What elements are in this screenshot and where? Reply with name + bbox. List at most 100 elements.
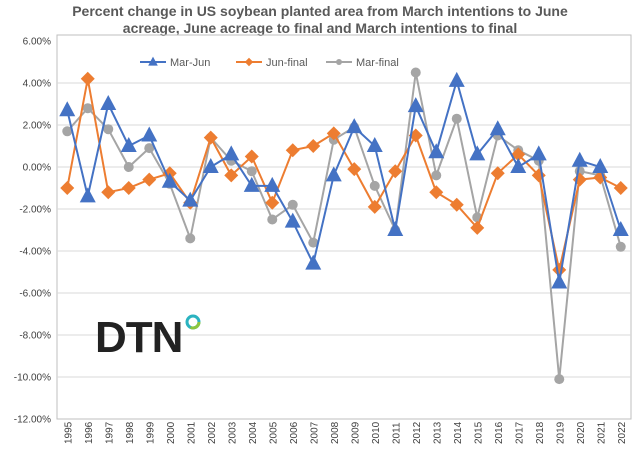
y-tick-label: -12.00% [14,415,51,426]
data-point [243,176,260,192]
legend-item: Jun-final [236,57,308,69]
data-point [428,143,445,159]
series-mar-final [62,67,626,385]
x-tick-label: 2019 [555,421,566,444]
data-point [141,126,158,142]
data-point [346,118,363,134]
data-point [366,137,383,152]
x-tick-label: 1997 [104,421,115,444]
y-tick-label: 6.00% [23,37,51,48]
data-point [142,172,157,187]
series-mar-jun [59,71,629,289]
data-point [224,168,239,183]
legend-item: Mar-final [326,57,399,69]
data-point [287,199,298,210]
y-tick-label: -2.00% [19,205,51,216]
x-tick-label: 2003 [227,421,238,444]
y-tick-label: 2.00% [23,121,51,132]
data-point [347,162,362,177]
data-point [448,71,465,87]
x-tick-label: 2007 [309,421,320,444]
x-tick-label: 2012 [412,421,423,444]
data-point [246,166,257,177]
data-point [326,126,341,141]
data-point [510,158,527,173]
dtn-logo: DTN [95,313,201,362]
data-point [144,143,155,154]
data-point [489,120,506,136]
data-point [308,237,319,248]
data-point [431,170,442,181]
data-point [387,221,404,236]
x-tick-label: 1999 [145,421,156,444]
data-point [120,137,137,152]
x-tick-label: 2017 [514,421,525,444]
data-point [123,162,134,172]
data-point [60,181,75,195]
x-tick-label: 2004 [248,421,259,444]
x-tick-label: 2005 [268,421,279,444]
y-tick-label: 4.00% [23,79,51,90]
data-point [79,187,96,203]
y-tick-label: -8.00% [19,331,51,342]
data-point [100,95,117,110]
data-point [267,214,278,225]
legend-marker-icon [148,56,158,66]
data-point [449,197,464,212]
data-point [571,151,588,167]
data-point [490,166,505,181]
x-tick-label: 1998 [125,421,136,444]
chart-title-line2: acreage, June acreage to final and March… [123,20,517,36]
x-tick-label: 2015 [473,421,484,444]
legend-marker-icon [336,59,342,65]
data-point [615,241,626,252]
x-tick-label: 2014 [453,421,464,444]
data-point [202,158,219,173]
data-point [203,130,218,145]
data-point [592,158,609,173]
data-point [284,212,301,228]
y-tick-label: -4.00% [19,247,51,258]
data-point [285,143,300,158]
series-line [66,72,622,380]
x-tick-label: 2022 [617,421,628,444]
x-tick-label: 2016 [494,421,505,444]
legend-item: Mar-Jun [140,56,210,69]
data-point [612,221,629,236]
x-tick-label: 2020 [576,421,587,444]
data-point [62,126,73,137]
x-tick-label: 2018 [535,421,546,444]
x-tick-label: 1996 [84,421,95,444]
data-point [530,145,547,161]
x-tick-label: 2000 [166,421,177,444]
data-point [161,172,178,188]
x-tick-label: 2010 [371,421,382,444]
data-point [80,71,95,86]
series-line [66,77,622,283]
data-point [551,273,568,289]
data-point [407,97,424,113]
data-point [306,139,321,153]
data-point [511,147,526,162]
data-point [367,199,382,214]
legend-label: Jun-final [266,57,308,69]
plot-area [56,34,632,420]
data-point [185,233,196,244]
data-point [554,374,565,385]
x-tick-label: 2008 [330,421,341,444]
data-point [59,101,76,117]
data-point [593,170,608,185]
data-point [388,164,403,179]
y-tick-label: 0.00% [23,163,51,174]
legend-label: Mar-final [356,57,399,69]
data-point [369,180,380,191]
legend-label: Mar-Jun [170,57,210,69]
data-point [429,185,444,200]
data-point [469,145,486,161]
x-tick-label: 2002 [207,421,218,444]
data-point [264,176,281,192]
x-tick-label: 2021 [596,421,607,444]
data-point [244,149,259,164]
